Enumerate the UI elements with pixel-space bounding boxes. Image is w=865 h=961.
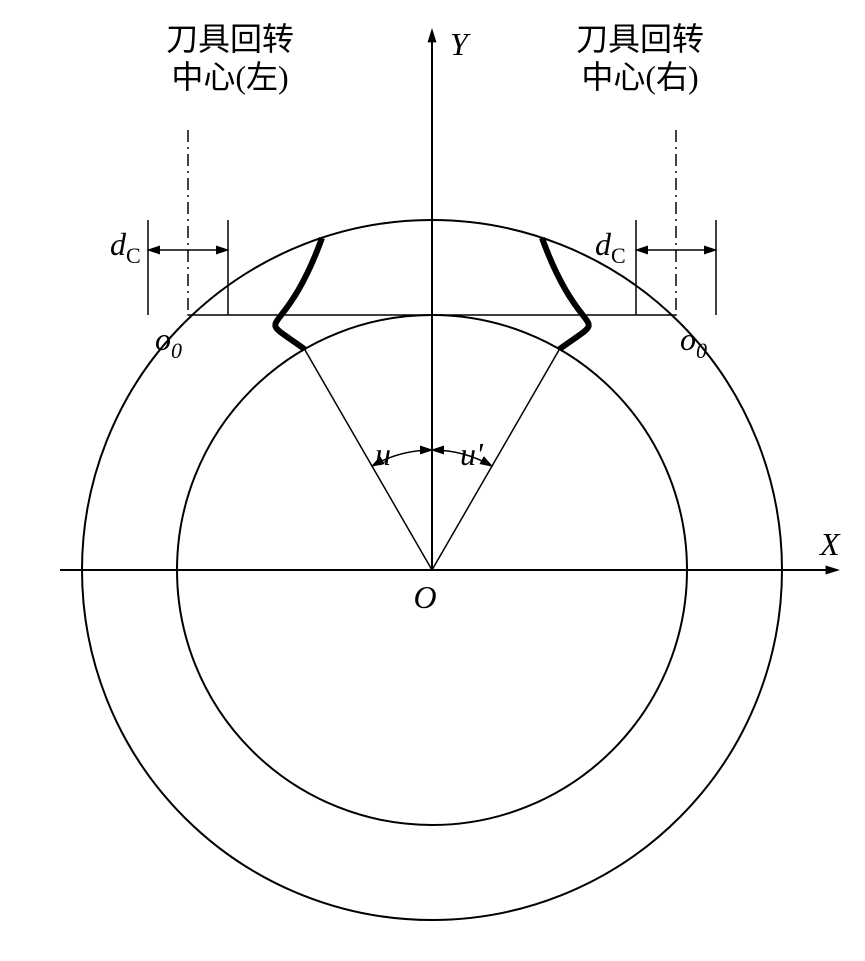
u-label: u [375,436,391,472]
title-right-line2: 中心(右) [581,59,698,95]
uprime-label: u' [460,436,484,472]
origin-label: O [413,579,436,615]
title-left-line2: 中心(左) [171,59,288,95]
y-label: Y [450,26,471,62]
arrowhead [826,566,840,575]
dc-right-label: dC [595,226,626,268]
x-label: X [818,526,841,562]
radial-right [432,349,560,570]
o0-right-label: o0 [680,321,707,363]
dc-left-label: dC [110,226,141,268]
arrowhead [428,28,437,42]
title-right-line1: 刀具回转 [576,21,704,57]
title-left-line1: 刀具回转 [166,21,294,57]
o0-left-label: o0 [155,321,182,363]
radial-left [305,349,433,570]
